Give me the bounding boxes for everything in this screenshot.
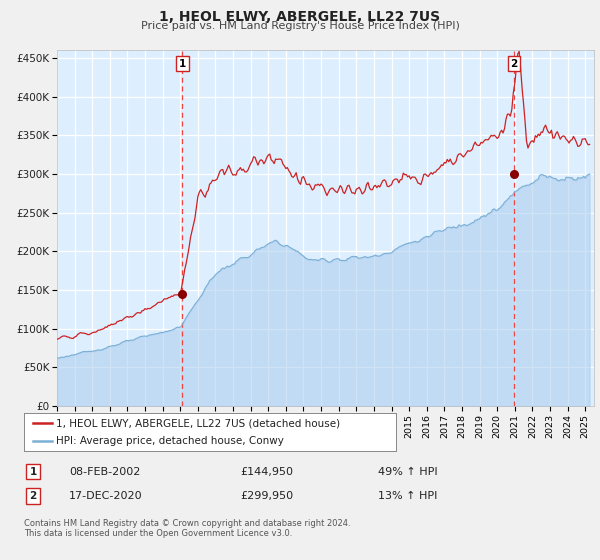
Text: 1: 1 xyxy=(179,59,186,68)
Text: HPI: Average price, detached house, Conwy: HPI: Average price, detached house, Conw… xyxy=(56,436,283,446)
Text: 2: 2 xyxy=(29,491,37,501)
Text: 17-DEC-2020: 17-DEC-2020 xyxy=(69,491,143,501)
Text: Price paid vs. HM Land Registry's House Price Index (HPI): Price paid vs. HM Land Registry's House … xyxy=(140,21,460,31)
Text: This data is licensed under the Open Government Licence v3.0.: This data is licensed under the Open Gov… xyxy=(24,529,292,538)
Text: 49% ↑ HPI: 49% ↑ HPI xyxy=(378,466,437,477)
Text: £299,950: £299,950 xyxy=(240,491,293,501)
Text: 13% ↑ HPI: 13% ↑ HPI xyxy=(378,491,437,501)
Text: 1, HEOL ELWY, ABERGELE, LL22 7US (detached house): 1, HEOL ELWY, ABERGELE, LL22 7US (detach… xyxy=(56,418,340,428)
Text: 1: 1 xyxy=(29,466,37,477)
Text: 1, HEOL ELWY, ABERGELE, LL22 7US: 1, HEOL ELWY, ABERGELE, LL22 7US xyxy=(160,10,440,24)
Text: £144,950: £144,950 xyxy=(240,466,293,477)
Text: 08-FEB-2002: 08-FEB-2002 xyxy=(69,466,140,477)
Text: 2: 2 xyxy=(511,59,518,68)
Text: Contains HM Land Registry data © Crown copyright and database right 2024.: Contains HM Land Registry data © Crown c… xyxy=(24,519,350,528)
